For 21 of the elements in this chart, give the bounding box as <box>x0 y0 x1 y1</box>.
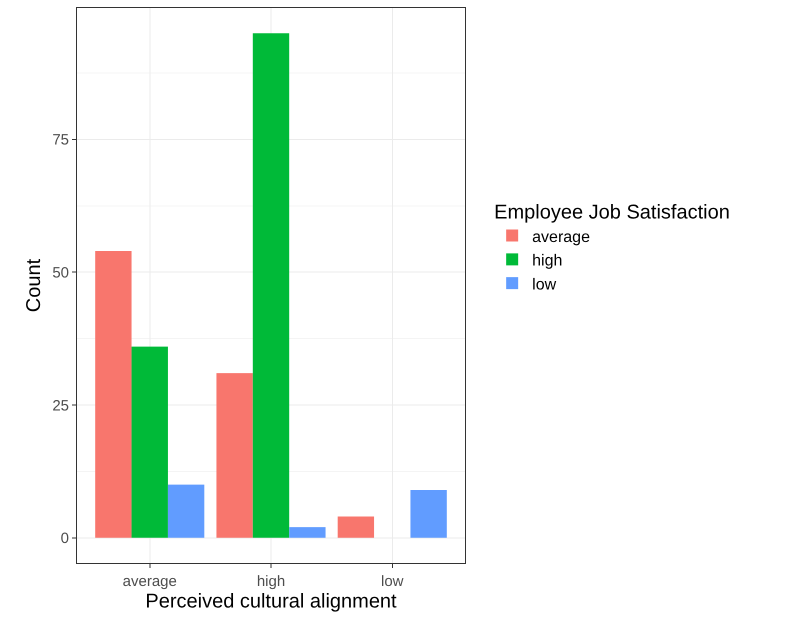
x-axis-title: Perceived cultural alignment <box>145 590 398 612</box>
bar <box>132 346 168 538</box>
legend-label: average <box>532 228 590 246</box>
x-tick-label: high <box>256 573 286 590</box>
bar <box>289 527 326 538</box>
legend-label: low <box>532 276 557 294</box>
legend-title: Employee Job Satisfaction <box>494 202 730 224</box>
bar <box>216 373 253 538</box>
bar <box>168 484 204 538</box>
bar <box>95 250 132 538</box>
y-tick-label: 0 <box>60 530 69 548</box>
y-tick-label: 50 <box>52 264 69 282</box>
bar <box>338 516 374 538</box>
x-tick-label: low <box>380 573 404 590</box>
bar <box>252 33 290 538</box>
legend-label: high <box>532 252 562 270</box>
x-tick-label: average <box>122 573 177 590</box>
y-axis-title: Count <box>22 258 45 312</box>
y-tick-label: 75 <box>52 132 69 149</box>
y-tick-label: 25 <box>52 397 69 414</box>
bar <box>410 490 447 538</box>
